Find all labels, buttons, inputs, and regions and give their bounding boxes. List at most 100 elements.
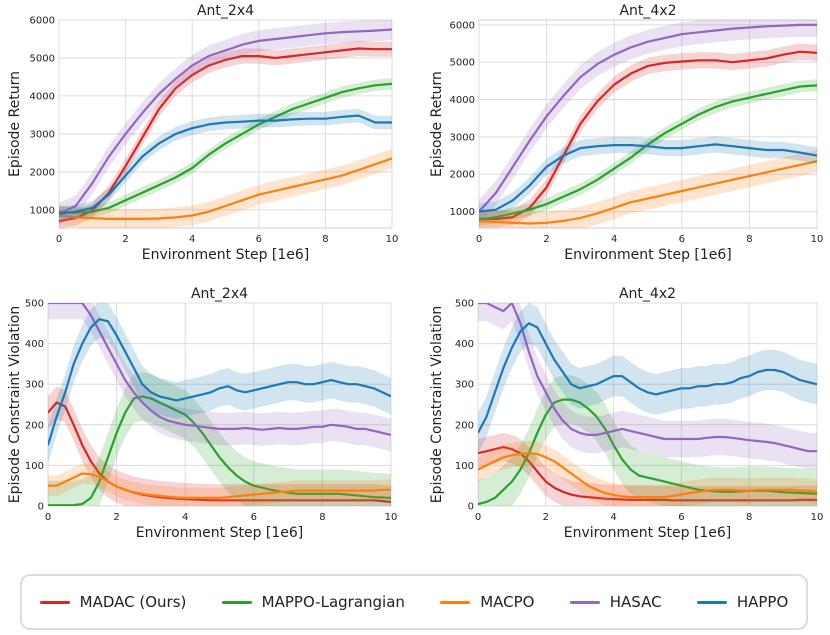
chart-2: 0 2 4 6 8 10 1000 2000 3000 4000 5000 6000 Ant_4x2 En… [429, 3, 823, 263]
plot-area [478, 19, 818, 229]
plot-area [477, 302, 818, 507]
line-madac-ours [478, 446, 817, 502]
band-macpo [48, 463, 391, 506]
band-hasac [59, 20, 392, 225]
band-happo [478, 303, 817, 454]
y-tick-label: 4000 [30, 91, 55, 102]
x-tick-label: 2 [122, 234, 128, 245]
line-madac-ours [479, 50, 817, 221]
y-tick-label: 200 [455, 420, 474, 431]
y-tick-label: 300 [455, 380, 474, 391]
band-mappo-lagrangian [59, 78, 392, 219]
x-tick-label: 10 [386, 234, 399, 245]
x-tick-label: 10 [811, 512, 824, 523]
x-tick-label: 2 [113, 512, 119, 523]
series-group [59, 20, 392, 228]
band-hasac [48, 303, 391, 452]
x-axis-label: Environment Step [1e6] [136, 525, 304, 541]
band-madac-ours [479, 43, 817, 228]
x-axis-label: Environment Step [1e6] [564, 525, 732, 541]
chart-3: 0 2 4 6 8 100100200300400500Ant_2x4Environmen… [7, 286, 397, 541]
x-tick-label: 4 [610, 512, 616, 523]
line-hasac [478, 303, 817, 453]
band-hasac [479, 20, 817, 224]
line-macpo [59, 157, 392, 220]
x-tick-label: 10 [385, 512, 398, 523]
y-tick-label: 0 [468, 502, 474, 513]
band-happo [479, 136, 817, 220]
x-tick-label: 10 [811, 234, 824, 245]
y-tick-label: 3000 [450, 132, 475, 143]
y-tick-label: 100 [455, 461, 474, 472]
chart-title: Ant_4x2 [619, 286, 676, 302]
y-tick-label: 400 [455, 339, 474, 350]
legend-label-mappo-lagrangian: MAPPO-Lagrangian [261, 593, 405, 611]
legend-label-macpo: MACPO [480, 593, 535, 611]
line-happo [48, 318, 391, 446]
chart-4: 0 2 4 6 8 100100200300400500Ant_4x2Environmen… [429, 286, 824, 541]
chart-title: Ant_2x4 [197, 3, 254, 19]
x-tick-label: 0 [45, 512, 51, 523]
line-hasac [48, 303, 391, 436]
series-group [478, 303, 817, 506]
band-happo [59, 108, 392, 221]
legend-item-hasac: HASAC [569, 593, 662, 611]
chart-1: 0 2 4 6 8 10 1000 2000 3000 4000 5000 6000 Ant_2x4 En… [7, 3, 398, 263]
y-axis-label: Episode Return [429, 71, 445, 177]
y-axis-label: Episode Constraint Violation [7, 306, 23, 503]
legend-label-hasac: HASAC [609, 593, 662, 611]
x-tick-label: 0 [56, 234, 62, 245]
y-tick-label: 4000 [450, 95, 475, 106]
legend-swatch-mappo-lagrangian [221, 600, 252, 604]
band-macpo [59, 148, 392, 228]
x-axis-label: Environment Step [1e6] [564, 247, 732, 263]
plot-area [47, 302, 392, 507]
line-madac-ours [59, 47, 392, 223]
y-tick-label: 5000 [450, 58, 475, 69]
band-mappo-lagrangian [479, 79, 817, 226]
legend-item-mappo-lagrangian: MAPPO-Lagrangian [221, 593, 405, 611]
band-happo [48, 303, 391, 464]
legend-swatch-happo [696, 600, 727, 604]
line-hasac [59, 28, 392, 215]
line-mappo-lagrangian [59, 82, 392, 214]
band-hasac [478, 303, 817, 470]
y-tick-label: 200 [25, 420, 44, 431]
legend: MADAC (Ours) MAPPO-Lagrangian MACPO HASA… [20, 574, 808, 630]
y-tick-label: 5000 [30, 53, 55, 64]
line-macpo [479, 160, 817, 225]
y-tick-label: 2000 [30, 167, 55, 178]
x-tick-label: 6 [251, 512, 257, 523]
y-tick-label: 1000 [30, 205, 55, 216]
x-tick-label: 2 [543, 234, 549, 245]
line-mappo-lagrangian [479, 84, 817, 221]
x-tick-label: 4 [189, 234, 195, 245]
y-tick-label: 3000 [30, 129, 55, 140]
x-axis-label: Environment Step [1e6] [142, 247, 310, 263]
y-tick-label: 2000 [450, 170, 475, 181]
x-tick-label: 0 [475, 512, 481, 523]
line-happo [479, 143, 817, 213]
plot-area [58, 19, 393, 229]
x-tick-label: 8 [319, 512, 325, 523]
y-tick-label: 300 [25, 380, 44, 391]
x-tick-label: 8 [322, 234, 328, 245]
series-group [479, 20, 817, 228]
y-tick-label: 1000 [450, 207, 475, 218]
y-tick-label: 500 [25, 299, 44, 310]
y-tick-label: 100 [25, 461, 44, 472]
x-tick-label: 6 [256, 234, 262, 245]
x-tick-label: 8 [746, 512, 752, 523]
band-macpo [479, 150, 817, 228]
x-tick-label: 0 [476, 234, 482, 245]
x-tick-label: 2 [543, 512, 549, 523]
line-macpo [48, 472, 391, 499]
line-hasac [479, 23, 817, 213]
legend-item-happo: HAPPO [696, 593, 788, 611]
legend-item-macpo: MACPO [440, 593, 534, 611]
x-tick-label: 6 [679, 234, 685, 245]
x-tick-label: 8 [746, 234, 752, 245]
line-mappo-lagrangian [48, 395, 391, 506]
chart-title: Ant_4x2 [619, 3, 676, 19]
